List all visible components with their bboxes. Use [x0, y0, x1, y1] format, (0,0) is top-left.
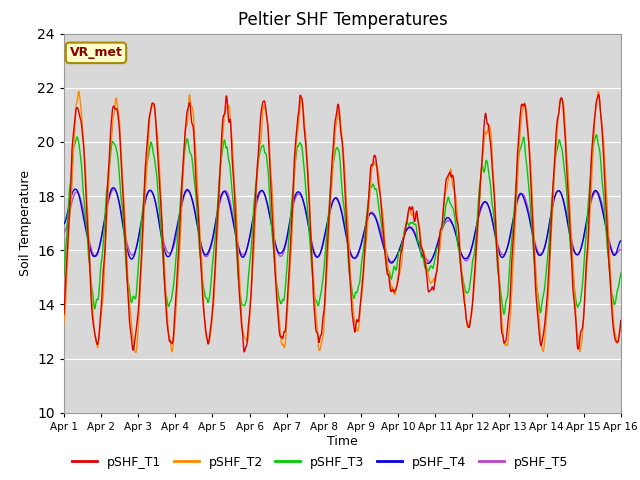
pSHF_T4 — [60, 221, 68, 227]
pSHF_T3 — [593, 132, 600, 138]
pSHF_T1 — [359, 276, 367, 282]
Line: pSHF_T5: pSHF_T5 — [64, 189, 621, 262]
pSHF_T5 — [568, 239, 576, 245]
pSHF_T1 — [568, 264, 575, 269]
Text: VR_met: VR_met — [70, 47, 122, 60]
pSHF_T1 — [617, 318, 625, 324]
pSHF_T4 — [109, 185, 117, 191]
pSHF_T5 — [505, 241, 513, 247]
pSHF_T2 — [371, 161, 379, 167]
pSHF_T3 — [216, 176, 223, 182]
Line: pSHF_T2: pSHF_T2 — [64, 91, 621, 352]
pSHF_T3 — [584, 214, 591, 219]
pSHF_T2 — [568, 245, 576, 251]
pSHF_T2 — [216, 181, 223, 187]
pSHF_T3 — [500, 311, 508, 317]
pSHF_T5 — [617, 247, 625, 252]
pSHF_T3 — [60, 273, 68, 279]
pSHF_T2 — [505, 334, 513, 339]
pSHF_T4 — [617, 238, 625, 244]
pSHF_T2 — [75, 88, 83, 94]
pSHF_T1 — [60, 311, 68, 317]
pSHF_T5 — [110, 186, 118, 192]
pSHF_T1 — [241, 349, 248, 355]
Title: Peltier SHF Temperatures: Peltier SHF Temperatures — [237, 11, 447, 29]
pSHF_T3 — [568, 259, 575, 265]
pSHF_T5 — [359, 236, 367, 241]
pSHF_T3 — [371, 186, 378, 192]
pSHF_T3 — [617, 270, 625, 276]
pSHF_T5 — [60, 229, 68, 235]
pSHF_T2 — [617, 321, 625, 326]
Line: pSHF_T1: pSHF_T1 — [64, 95, 621, 352]
pSHF_T4 — [584, 213, 591, 218]
pSHF_T4 — [359, 235, 367, 241]
pSHF_T3 — [504, 284, 512, 290]
pSHF_T1 — [595, 92, 602, 97]
pSHF_T2 — [359, 282, 367, 288]
pSHF_T5 — [584, 215, 591, 221]
pSHF_T1 — [216, 183, 223, 189]
pSHF_T2 — [584, 256, 591, 262]
pSHF_T1 — [371, 153, 379, 158]
Y-axis label: Soil Temperature: Soil Temperature — [19, 170, 31, 276]
Line: pSHF_T4: pSHF_T4 — [64, 188, 621, 264]
Legend: pSHF_T1, pSHF_T2, pSHF_T3, pSHF_T4, pSHF_T5: pSHF_T1, pSHF_T2, pSHF_T3, pSHF_T4, pSHF… — [67, 451, 573, 474]
pSHF_T2 — [132, 349, 140, 355]
pSHF_T4 — [568, 242, 576, 248]
pSHF_T5 — [216, 202, 223, 207]
Line: pSHF_T3: pSHF_T3 — [64, 135, 621, 314]
pSHF_T4 — [424, 261, 432, 266]
pSHF_T1 — [504, 315, 512, 321]
pSHF_T1 — [584, 249, 591, 254]
pSHF_T5 — [371, 212, 379, 218]
pSHF_T4 — [371, 214, 379, 219]
X-axis label: Time: Time — [327, 434, 358, 448]
pSHF_T5 — [388, 259, 396, 264]
pSHF_T3 — [358, 253, 366, 259]
pSHF_T2 — [60, 322, 68, 328]
pSHF_T4 — [505, 240, 513, 245]
pSHF_T4 — [216, 199, 223, 204]
